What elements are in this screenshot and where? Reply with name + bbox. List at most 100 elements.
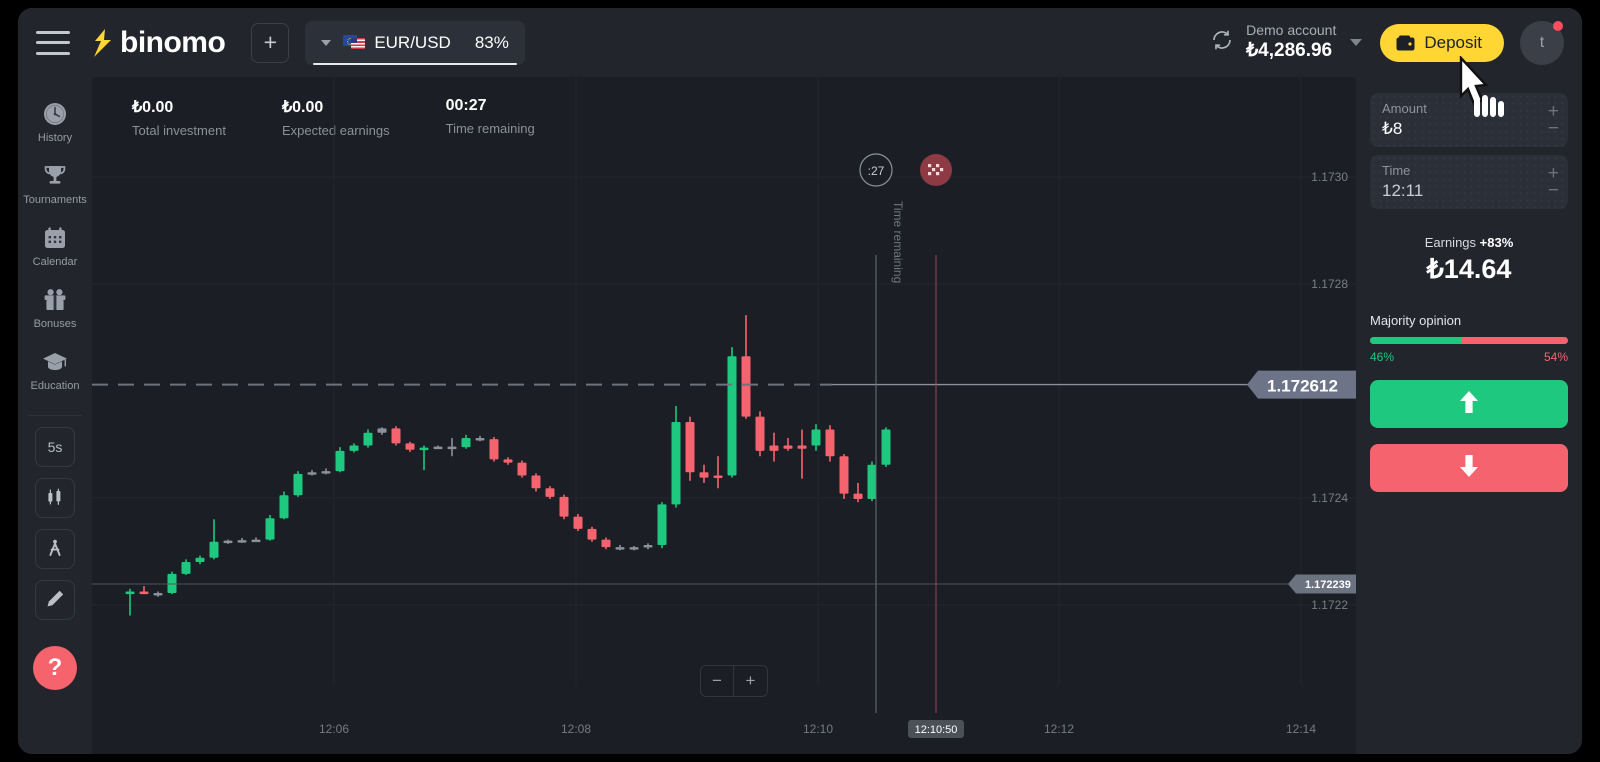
asset-name: EUR/USD (374, 32, 451, 52)
chart-area[interactable]: ₺0.00 Total investment ₺0.00 Expected ea… (92, 77, 1356, 754)
brand-name: binomo (120, 25, 226, 59)
stat-time-remaining: 00:27 Time remaining (446, 97, 535, 138)
brand-logo[interactable]: binomo (92, 25, 226, 60)
refresh-icon[interactable] (1210, 28, 1234, 57)
time-increase-button[interactable]: + (1547, 163, 1559, 184)
amount-field[interactable]: Amount ₺8 + − (1370, 93, 1568, 147)
svg-text::27: :27 (868, 164, 885, 178)
calendar-icon (42, 224, 68, 252)
stat-label: Time remaining (445, 121, 535, 136)
time-value: 12:11 (1382, 181, 1424, 200)
trading-app: binomo + EUR/USD 83% Demo account ₺4,286… (18, 8, 1582, 754)
amount-value: ₺8 (1382, 119, 1403, 138)
trade-panel: Amount ₺8 + − Time 12:11 + − Earnings +8… (1356, 77, 1582, 754)
chevron-down-icon[interactable] (321, 39, 332, 46)
amount-increase-button[interactable]: + (1547, 101, 1559, 122)
amount-label: Amount (1382, 101, 1427, 116)
pencil-icon (45, 589, 65, 612)
earnings-percent: +83% (1479, 235, 1514, 250)
wallet-icon (1396, 35, 1415, 51)
svg-text:12:14: 12:14 (1286, 722, 1316, 736)
svg-text:1.172239: 1.172239 (1305, 579, 1351, 591)
svg-text:12:10:50: 12:10:50 (915, 724, 958, 736)
time-label: Time (1382, 163, 1411, 178)
sidebar-item-label: Calendar (32, 256, 78, 268)
flag-pair-icon (343, 35, 366, 50)
account-type-label: Demo account (1246, 21, 1337, 38)
majority-opinion-title: Majority opinion (1370, 313, 1462, 328)
stat-value: ₺0.00 (132, 99, 174, 116)
svg-text:12:06: 12:06 (319, 722, 349, 736)
earnings-label: Earnings +83% (1370, 235, 1568, 250)
account-info[interactable]: Demo account ₺4,286.96 (1246, 22, 1336, 63)
avatar-initial: t (1539, 33, 1545, 51)
svg-text:1.1730: 1.1730 (1311, 170, 1348, 184)
top-bar: binomo + EUR/USD 83% Demo account ₺4,286… (18, 8, 1582, 77)
sidebar-item-education[interactable]: Education (18, 339, 92, 401)
asset-selector-tab[interactable]: EUR/USD 83% (305, 20, 525, 65)
clock-icon (42, 100, 68, 128)
trade-down-button[interactable] (1370, 444, 1568, 492)
sidebar-item-label: History (37, 132, 73, 144)
avatar[interactable]: t (1520, 20, 1564, 65)
zoom-out-button[interactable]: − (701, 666, 734, 696)
sidebar-item-calendar[interactable]: Calendar (18, 215, 92, 277)
lightning-bolt-icon (92, 28, 114, 58)
stat-value: ₺0.00 (281, 99, 324, 116)
graduation-cap-icon (42, 348, 68, 376)
help-button[interactable]: ? (33, 646, 77, 690)
sidebar-item-tournaments[interactable]: Tournaments (18, 153, 92, 215)
time-decrease-button[interactable]: − (1547, 180, 1559, 201)
notification-dot (1553, 20, 1563, 31)
asset-payout: 83% (474, 32, 509, 52)
arrow-down-icon (1457, 453, 1481, 484)
candlestick-plot: 1.1730 1.1728 1.1724 1.1722 12:06 12:08 12:10 1… (92, 77, 1356, 738)
add-tab-button[interactable]: + (251, 22, 290, 63)
majority-opinion-up-fill (1370, 337, 1462, 344)
time-field[interactable]: Time 12:11 + − (1370, 155, 1568, 209)
sidebar-item-label: Education (30, 380, 80, 392)
stat-expected-earnings: ₺0.00 Expected earnings (282, 97, 390, 138)
svg-text:1.1724: 1.1724 (1311, 491, 1348, 505)
arrow-up-icon (1457, 389, 1481, 420)
deposit-button[interactable]: Deposit (1380, 23, 1504, 62)
account-chevron-down-icon[interactable] (1350, 39, 1363, 46)
account-balance: ₺4,286.96 (1246, 40, 1333, 62)
majority-opinion-bar (1370, 337, 1568, 344)
drawing-button[interactable] (35, 580, 75, 620)
sidebar-item-bonuses[interactable]: Bonuses (18, 277, 92, 339)
gift-icon (42, 286, 68, 314)
sidebar-divider (28, 415, 82, 416)
chart-stats: ₺0.00 Total investment ₺0.00 Expected ea… (132, 97, 591, 138)
earnings-value: ₺14.64 (1426, 254, 1512, 284)
majority-up-percent: 46% (1370, 350, 1395, 364)
left-sidebar: History Tournaments (18, 77, 92, 754)
svg-text:Time remaining: Time remaining (891, 201, 905, 283)
hamburger-icon[interactable] (36, 30, 70, 55)
mouse-cursor (1455, 54, 1511, 123)
earnings-text: Earnings (1424, 235, 1477, 250)
sidebar-nav-group: History Tournaments (18, 77, 92, 401)
trophy-icon (42, 162, 68, 190)
chart-type-button[interactable] (35, 478, 75, 518)
svg-text:12:12: 12:12 (1044, 722, 1074, 736)
timeframe-button[interactable]: 5s (35, 427, 75, 467)
amount-decrease-button[interactable]: − (1547, 118, 1559, 139)
svg-text:1.1722: 1.1722 (1311, 598, 1348, 612)
zoom-in-button[interactable]: + (745, 671, 756, 690)
deposit-label: Deposit (1424, 32, 1482, 52)
candlestick-icon (45, 487, 65, 510)
topbar-right-group: Demo account ₺4,286.96 Deposit t (1210, 20, 1582, 65)
majority-opinion-percents: 46% 54% (1370, 350, 1568, 364)
earnings-block: Earnings +83% ₺14.64 (1370, 235, 1568, 285)
trade-up-button[interactable] (1370, 380, 1568, 428)
svg-text:1.1728: 1.1728 (1311, 277, 1348, 291)
stat-value: 00:27 (445, 97, 487, 114)
sidebar-item-label: Tournaments (23, 194, 87, 206)
svg-text:12:10: 12:10 (803, 722, 833, 736)
zoom-controls: − + (700, 665, 768, 697)
indicators-button[interactable] (35, 529, 75, 569)
stat-total-investment: ₺0.00 Total investment (132, 97, 226, 138)
sidebar-item-history[interactable]: History (18, 91, 92, 153)
stat-label: Expected earnings (281, 123, 390, 138)
